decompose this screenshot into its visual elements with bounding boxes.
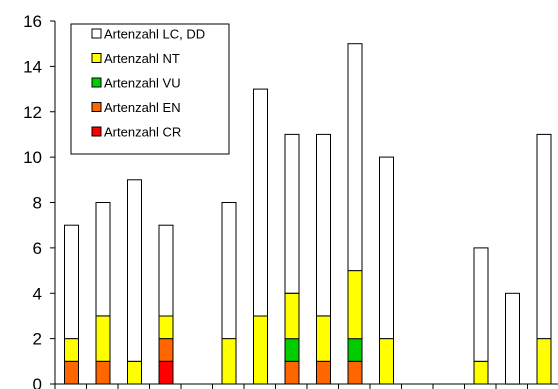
legend-label: Artenzahl CR: [104, 125, 181, 140]
y-tick-label: 6: [33, 239, 42, 258]
bar-segment: [347, 338, 363, 362]
bar-segment: [221, 338, 237, 385]
bar-segment: [473, 247, 489, 362]
y-tick-label: 10: [23, 148, 42, 167]
legend-label: Artenzahl EN: [104, 100, 181, 115]
legend: Artenzahl LC, DD Artenzahl NT Artenzahl VU…: [70, 23, 230, 155]
legend-swatch: [91, 102, 102, 112]
legend-swatch: [91, 53, 102, 63]
bar-segment: [536, 133, 552, 340]
bar-segment: [316, 133, 331, 317]
y-tick-label: 4: [33, 284, 42, 303]
bar-segment: [158, 338, 174, 362]
bar-segment: [284, 133, 300, 294]
bar-segment: [284, 360, 300, 385]
bar-segment: [284, 338, 300, 362]
bar-segment: [64, 360, 79, 385]
bar-segment: [127, 360, 142, 385]
bar-segment: [95, 315, 111, 362]
legend-swatch: [91, 126, 102, 137]
bar-segment: [379, 338, 394, 385]
y-tick-label: 16: [23, 12, 42, 31]
bar-layer: [64, 43, 552, 385]
y-tick-label: 2: [33, 330, 42, 349]
bar-segment: [473, 360, 489, 385]
legend-label: Artenzahl NT: [104, 51, 180, 66]
bar-segment: [536, 338, 552, 385]
legend-box: [70, 23, 230, 155]
bar-segment: [127, 179, 142, 362]
bar-segment: [284, 292, 300, 340]
bar-segment: [253, 315, 268, 385]
bar-segment: [347, 270, 363, 340]
legend-label: Artenzahl LC, DD: [104, 27, 205, 42]
legend-swatch: [91, 77, 102, 88]
bar-segment: [221, 202, 237, 340]
bar-segment: [379, 156, 394, 340]
y-tick-label: 8: [33, 194, 42, 213]
y-tick-label: 12: [23, 103, 42, 122]
bar-segment: [158, 360, 174, 385]
bar-segment: [64, 338, 79, 362]
bar-segment: [316, 315, 331, 362]
y-tick-label: 14: [23, 57, 42, 76]
bar-segment: [95, 202, 111, 317]
legend-label: Artenzahl VU: [104, 76, 181, 91]
legend-swatch: [91, 28, 102, 39]
bar-segment: [316, 360, 331, 385]
y-tick-label: 0: [33, 375, 42, 389]
bar-segment: [253, 88, 268, 317]
bar-segment: [347, 360, 363, 385]
bar-segment: [347, 43, 363, 272]
bar-segment: [158, 224, 174, 317]
bar-segment: [158, 315, 174, 340]
axes: 0 2 4 6 8 10 12 14 16: [23, 12, 558, 389]
bar-segment: [64, 224, 79, 340]
bar-segment: [95, 360, 111, 385]
bar-segment: [505, 292, 520, 385]
